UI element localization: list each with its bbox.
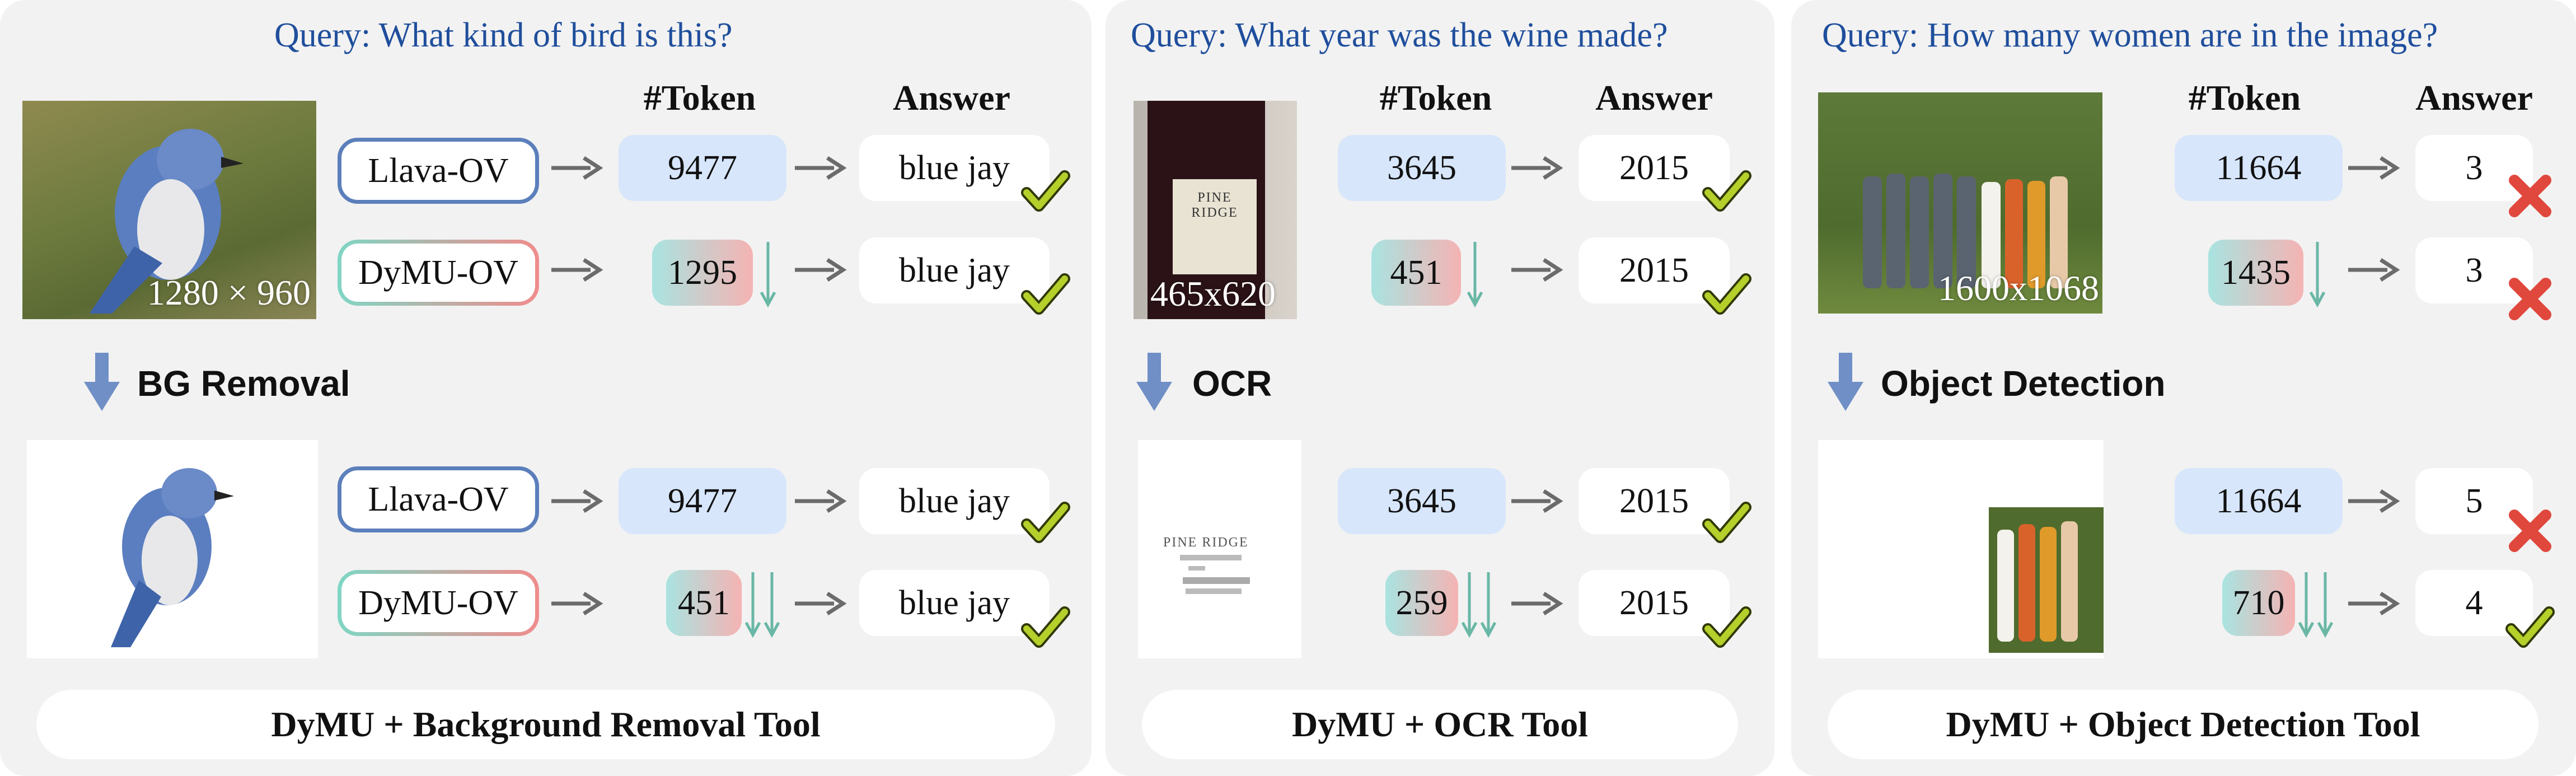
check-icon: [1024, 607, 1069, 648]
image-size-label: 465x620: [1150, 274, 1276, 314]
panel-ocr: Query: What year was the wine made? #Tok…: [1106, 0, 1774, 776]
arrow-icon: [2348, 484, 2399, 518]
step-down-arrow-icon: [84, 353, 120, 411]
llava-answer: 2015: [1579, 468, 1730, 534]
dymu-token-count: 451: [1371, 240, 1461, 306]
double-down-arrow-icon: [1461, 572, 1500, 637]
check-icon: [1024, 503, 1069, 543]
double-down-arrow-icon: [744, 572, 784, 637]
bird-image: 1280 × 960: [22, 101, 316, 319]
down-arrow-icon: [760, 242, 776, 306]
check-icon: [1024, 171, 1069, 212]
arrow-icon: [795, 587, 845, 620]
footer-label: DyMU + Object Detection Tool: [1828, 690, 2538, 759]
arrow-icon: [2348, 151, 2399, 185]
detected-women-image: [1818, 440, 2104, 658]
bird-no-background-image: [27, 440, 318, 658]
wine-label-text: PINE RIDGE: [1191, 190, 1238, 220]
group-photo-image: 1600x1068: [1818, 92, 2102, 314]
arrow-icon: [2348, 587, 2399, 620]
down-arrow-icon: [1467, 242, 1483, 306]
llava-answer: 5: [2415, 468, 2533, 534]
ocr-crop-image: PINE RIDGE: [1138, 440, 1301, 658]
dymu-answer: 3: [2415, 237, 2533, 303]
llava-token-count: 3645: [1338, 468, 1506, 534]
check-icon: [1706, 503, 1750, 543]
llava-answer: 3: [2415, 135, 2533, 201]
token-header: #Token: [643, 78, 756, 118]
llava-model-box: Llava-OV: [338, 466, 539, 532]
dymu-model-box: DyMU-OV: [338, 570, 539, 636]
arrow-icon: [551, 253, 602, 287]
dymu-token-count: 1435: [2208, 240, 2303, 306]
arrow-icon: [1511, 587, 1562, 620]
arrow-icon: [795, 151, 845, 185]
dymu-token-count: 451: [666, 570, 742, 636]
image-size-label: 1280 × 960: [147, 273, 311, 312]
dymu-answer: blue jay: [859, 237, 1050, 303]
tool-step-label: Object Detection: [1881, 363, 2166, 404]
query-text: Query: What kind of bird is this?: [274, 16, 733, 54]
step-down-arrow-icon: [1828, 353, 1863, 411]
footer-label: DyMU + Background Removal Tool: [36, 690, 1055, 759]
dymu-token-count: 259: [1385, 570, 1458, 636]
arrow-icon: [551, 587, 602, 620]
query-text: Query: How many women are in the image?: [1822, 16, 2438, 54]
footer-label: DyMU + OCR Tool: [1142, 690, 1738, 759]
wine-bottle-image: PINE RIDGE 465x620: [1134, 101, 1297, 319]
llava-model-box: Llava-OV: [338, 138, 539, 204]
tool-step-label: OCR: [1192, 363, 1272, 404]
answer-header: Answer: [893, 78, 1010, 118]
arrow-icon: [1511, 151, 1562, 185]
check-icon: [2509, 607, 2554, 648]
double-down-arrow-icon: [2298, 572, 2337, 637]
llava-token-count: 9477: [619, 135, 786, 201]
llava-answer: blue jay: [859, 468, 1050, 534]
tool-step-label: BG Removal: [137, 363, 350, 404]
panel-bg-removal: Query: What kind of bird is this? #Token…: [0, 0, 1092, 776]
cross-icon: [2509, 278, 2551, 320]
token-header: #Token: [2188, 78, 2301, 118]
query-text: Query: What year was the wine made?: [1131, 16, 1668, 54]
llava-answer: blue jay: [859, 135, 1050, 201]
dymu-model-box: DyMU-OV: [338, 240, 539, 306]
dymu-token-count: 1295: [652, 240, 753, 306]
cross-icon: [2509, 509, 2551, 552]
cross-icon: [2509, 175, 2551, 217]
panel-object-detection: Query: How many women are in the image? …: [1791, 0, 2576, 776]
check-icon: [1706, 274, 1750, 315]
check-icon: [1706, 607, 1750, 648]
arrow-icon: [1511, 484, 1562, 518]
dymu-token-count: 710: [2222, 570, 2295, 636]
answer-header: Answer: [2415, 78, 2533, 118]
llava-answer: 2015: [1579, 135, 1730, 201]
arrow-icon: [795, 484, 845, 518]
arrow-icon: [551, 151, 602, 185]
step-down-arrow-icon: [1136, 353, 1172, 411]
arrow-icon: [1511, 253, 1562, 287]
arrow-icon: [551, 484, 602, 518]
llava-token-count: 9477: [619, 468, 786, 534]
image-size-label: 1600x1068: [1938, 268, 2099, 308]
llava-token-count: 11664: [2175, 468, 2343, 534]
llava-token-count: 3645: [1338, 135, 1506, 201]
arrow-icon: [795, 253, 845, 287]
ocr-crop-label-text: PINE RIDGE: [1163, 535, 1249, 550]
llava-token-count: 11664: [2175, 135, 2343, 201]
dymu-answer: blue jay: [859, 570, 1050, 636]
check-icon: [1706, 171, 1750, 212]
arrow-icon: [2348, 253, 2399, 287]
down-arrow-icon: [2309, 242, 2326, 306]
check-icon: [1024, 274, 1069, 315]
answer-header: Answer: [1595, 78, 1713, 118]
token-header: #Token: [1379, 78, 1492, 118]
